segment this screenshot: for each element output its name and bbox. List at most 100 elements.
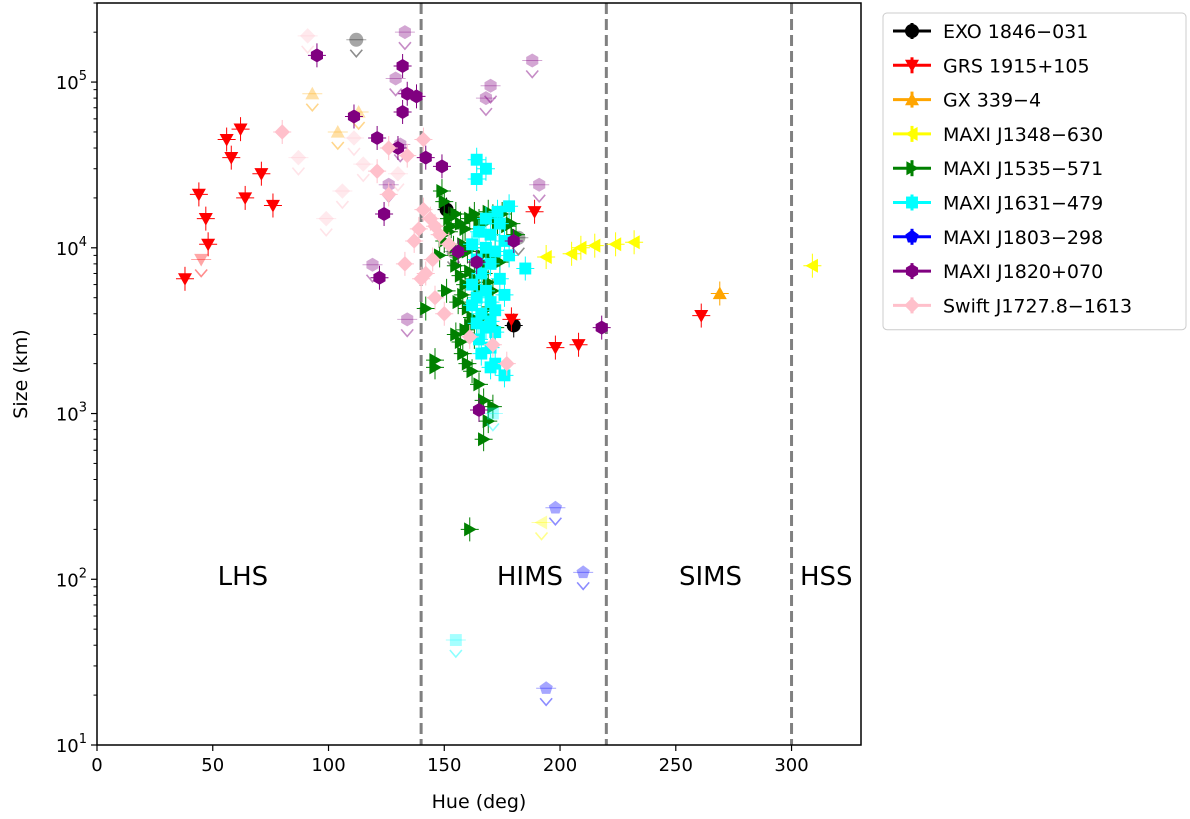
legend-marker <box>905 92 919 106</box>
region-labels: LHS HIMS SIMS HSS <box>218 562 853 592</box>
series-group <box>531 230 822 541</box>
data-point <box>466 364 480 379</box>
upper-limit-arrow <box>331 141 345 151</box>
data-point <box>406 233 422 249</box>
legend-label: MAXI J1348−630 <box>943 124 1103 146</box>
data-point <box>470 153 483 166</box>
upper-limit-arrow <box>576 581 590 591</box>
region-label: SIMS <box>679 562 742 592</box>
series-group <box>536 500 594 707</box>
data-point <box>484 361 497 374</box>
data-point <box>505 216 519 231</box>
data-point <box>470 291 483 304</box>
data-point <box>419 150 432 165</box>
legend-item: GRS 1915+105 <box>893 55 1090 77</box>
data-point <box>527 206 542 219</box>
upper-limit-arrow <box>389 88 403 97</box>
upper-limit-arrow <box>532 194 546 204</box>
upper-limit-arrow <box>291 167 306 176</box>
upper-limit-arrow <box>347 147 361 157</box>
data-point <box>466 278 479 291</box>
y-axis-ticks: 101 102 103 104 105 <box>56 2 97 757</box>
data-point <box>519 262 532 275</box>
data-point <box>475 267 488 280</box>
data-point <box>420 301 433 316</box>
upper-limit-arrow <box>305 103 319 113</box>
data-point <box>424 251 441 268</box>
upper-limit-arrow <box>319 228 333 237</box>
data-point <box>479 162 492 175</box>
plot-frame <box>96 2 862 746</box>
legend-marker <box>906 161 919 176</box>
data-point <box>429 360 443 375</box>
data-point <box>436 184 449 199</box>
data-point <box>482 414 496 429</box>
upper-limit-arrow <box>483 95 498 104</box>
data-point <box>454 335 468 350</box>
data-point <box>479 321 492 334</box>
upper-limit-point <box>533 177 546 192</box>
legend-item: EXO 1846−031 <box>893 21 1088 43</box>
data-point <box>378 206 391 221</box>
data-point <box>254 168 269 181</box>
legend-marker <box>905 229 919 243</box>
data-point <box>441 236 457 252</box>
upper-limit-arrow <box>391 183 405 192</box>
data-point <box>396 59 409 74</box>
x-tick-label: 300 <box>774 755 808 776</box>
upper-limit-point <box>401 312 414 327</box>
legend-item: GX 339−4 <box>893 90 1041 112</box>
upper-limit-point <box>355 156 371 172</box>
legend-marker <box>905 59 919 73</box>
data-point <box>461 356 475 371</box>
upper-limit-arrow <box>356 173 370 183</box>
data-point <box>484 296 497 309</box>
data-point <box>473 333 485 346</box>
y-tick-label: 101 <box>56 732 87 757</box>
legend-marker <box>906 196 918 209</box>
legend-item: MAXI J1535−571 <box>893 158 1103 180</box>
data-point <box>422 210 439 227</box>
x-tick-label: 0 <box>91 755 102 776</box>
data-point <box>457 287 470 302</box>
data-point <box>487 399 500 414</box>
data-point <box>201 238 216 252</box>
data-point <box>712 286 727 300</box>
legend-label: MAXI J1631−479 <box>943 193 1103 215</box>
region-label: HIMS <box>497 562 563 592</box>
data-point <box>478 432 491 447</box>
legend-item: MAXI J1631−479 <box>893 193 1103 215</box>
data-point <box>479 284 492 297</box>
data-point <box>564 246 578 261</box>
legend-item: Swift J1727.8−1613 <box>893 295 1132 317</box>
data-point <box>462 329 478 345</box>
data-point <box>472 403 486 418</box>
data-point <box>468 206 482 221</box>
x-tick-label: 250 <box>659 755 693 776</box>
data-point <box>381 140 397 156</box>
upper-limit-point <box>194 253 209 267</box>
legend-label: GRS 1915+105 <box>943 55 1090 77</box>
data-point <box>440 283 454 298</box>
data-point <box>608 237 622 252</box>
y-tick-label: 103 <box>56 401 87 426</box>
data-point <box>435 159 449 174</box>
data-point <box>499 355 515 372</box>
legend: EXO 1846−031 GRS 1915+105 GX 339−4 MAXI J13… <box>882 12 1187 331</box>
upper-limit-point <box>479 91 493 106</box>
upper-limit-point <box>389 71 402 86</box>
series-group <box>175 117 711 360</box>
upper-limit-arrow <box>301 45 315 55</box>
upper-limit-arrow <box>194 268 208 278</box>
data-point <box>491 205 504 218</box>
upper-limit-arrow <box>486 423 500 432</box>
upper-limit-point <box>299 28 316 44</box>
upper-limit-arrow <box>479 107 493 117</box>
data-point <box>265 199 280 213</box>
data-point <box>177 273 192 286</box>
data-point <box>191 188 206 202</box>
data-point <box>464 264 477 279</box>
data-point <box>219 133 234 147</box>
region-boundary-lines <box>419 3 794 745</box>
